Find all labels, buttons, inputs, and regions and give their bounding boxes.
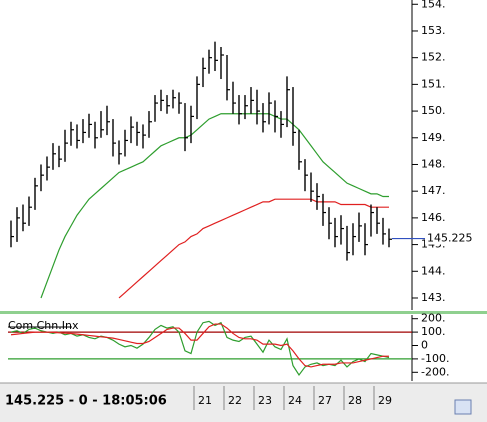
y-tick-label: 154. bbox=[421, 0, 446, 10]
ma-line bbox=[10, 320, 390, 377]
x-tick-label: 21 bbox=[198, 394, 212, 407]
status-bar bbox=[0, 383, 487, 422]
y-tick-label: 151. bbox=[421, 77, 446, 90]
y-tick-label: 148. bbox=[421, 157, 446, 170]
y-tick-label: -100. bbox=[421, 352, 449, 365]
y-tick-label: 100. bbox=[421, 325, 446, 338]
y-tick-label: 0 bbox=[421, 339, 428, 352]
ma-line bbox=[40, 113, 389, 299]
x-tick-label: 27 bbox=[318, 394, 332, 407]
indicator-title: Com.Chn.Inx bbox=[8, 319, 79, 332]
x-tick-label: 28 bbox=[348, 394, 362, 407]
ma-line bbox=[10, 323, 389, 368]
x-tick-label: 24 bbox=[288, 394, 302, 407]
y-tick-label: 147. bbox=[421, 184, 446, 197]
y-tick-label: -200. bbox=[421, 365, 449, 378]
pane-separator bbox=[0, 311, 487, 314]
y-tick-label: 153. bbox=[421, 24, 446, 37]
y-tick-label: 149. bbox=[421, 131, 446, 144]
last-price-bg bbox=[425, 231, 483, 245]
y-tick-label: 152. bbox=[421, 51, 446, 64]
y-tick-label: 150. bbox=[421, 104, 446, 117]
y-tick-label: 144. bbox=[421, 264, 446, 277]
x-tick-label: 22 bbox=[228, 394, 242, 407]
ma-line bbox=[118, 198, 389, 299]
x-tick-label: 23 bbox=[258, 394, 272, 407]
y-tick-label: 143. bbox=[421, 291, 446, 304]
x-tick-label: 29 bbox=[378, 394, 392, 407]
icon[interactable] bbox=[454, 399, 472, 415]
last-price-label: 145.225 bbox=[427, 232, 473, 245]
status-text: 145.225 - 0 - 18:05:06 bbox=[5, 394, 167, 409]
y-tick-label: 200. bbox=[421, 312, 446, 325]
y-tick-label: 146. bbox=[421, 211, 446, 224]
